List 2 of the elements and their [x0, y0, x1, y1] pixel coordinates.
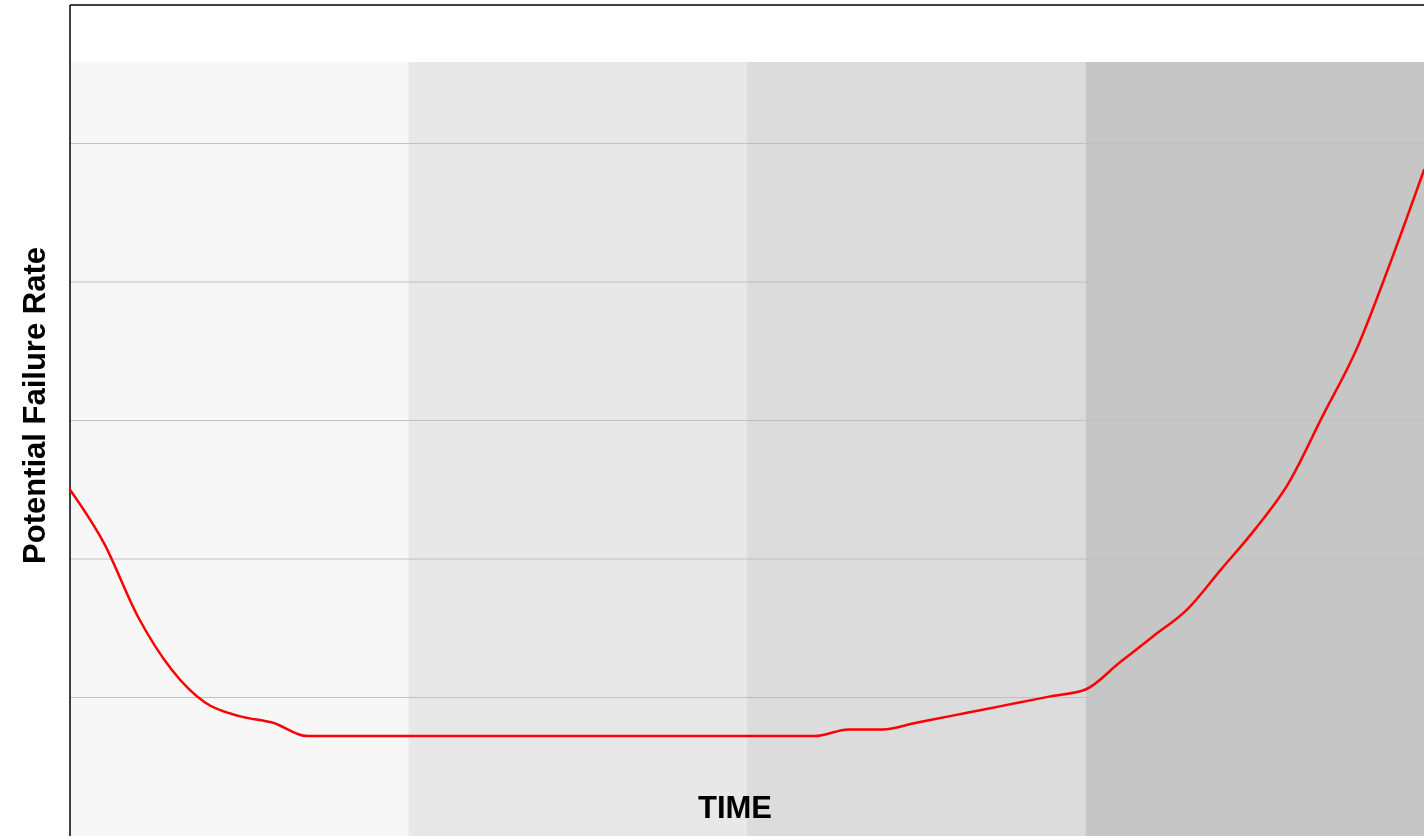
x-axis-title: TIME	[697, 790, 773, 825]
y-axis-title: Potential Failure Rate	[17, 247, 52, 564]
